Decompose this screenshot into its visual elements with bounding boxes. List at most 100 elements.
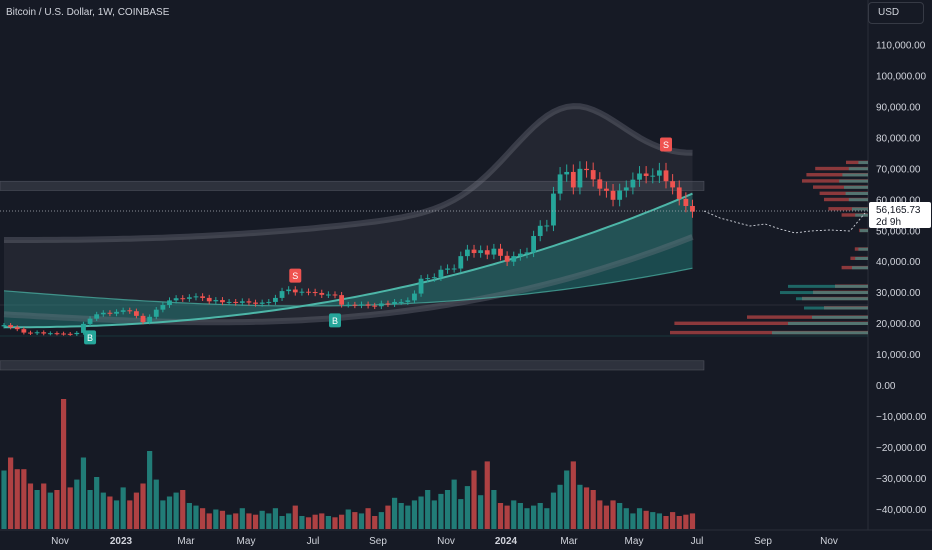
volume-bar — [550, 492, 557, 529]
candle-body — [1, 325, 7, 327]
volume-bar — [200, 508, 206, 529]
candle-body — [239, 301, 245, 303]
volume-bar — [398, 503, 404, 529]
volume-bar — [570, 461, 576, 529]
volume-bar — [537, 503, 543, 529]
volume-bar — [173, 492, 179, 529]
price-tick-label: 40,000.00 — [876, 257, 921, 268]
volume-bar — [636, 508, 643, 529]
volume-bar — [305, 517, 312, 529]
volume-bar — [444, 490, 451, 529]
fast-ma-line — [4, 192, 693, 329]
volume-bar — [153, 479, 159, 529]
candle-body — [206, 297, 212, 302]
zone-lower-zone — [0, 360, 705, 371]
volume-bar — [266, 513, 272, 529]
volume-bar — [610, 500, 616, 529]
candle-body — [531, 236, 536, 253]
volume-bar — [590, 490, 596, 529]
volume-bar — [352, 512, 358, 529]
candle-body — [233, 301, 239, 303]
candle-body — [193, 296, 199, 298]
profile-sell-bar — [813, 185, 868, 189]
volume-bar — [365, 508, 371, 529]
volume-bar — [405, 505, 411, 529]
volume-bar — [286, 513, 292, 529]
profile-sell-bar — [841, 213, 868, 217]
candle-body — [339, 295, 345, 305]
profile-sell-bar — [815, 166, 868, 171]
last-price-countdown: 2d 9h — [876, 217, 901, 228]
currency-selector[interactable]: USD — [868, 2, 924, 24]
candle-body — [676, 187, 682, 199]
candle-body — [670, 181, 676, 188]
profile-buy-bar — [860, 229, 868, 233]
volume-bar — [564, 470, 570, 529]
volume-bar — [451, 479, 457, 529]
candle-body — [220, 300, 225, 303]
volume-bar — [47, 492, 53, 529]
volume-bar — [100, 492, 106, 529]
last-price-box — [869, 202, 931, 228]
candle-body — [213, 300, 219, 302]
candle-body — [458, 256, 464, 269]
candle-body — [385, 303, 391, 305]
profile-buy-bar — [855, 213, 868, 217]
candle-body — [398, 301, 404, 303]
volume-bar — [127, 500, 133, 529]
volume-bar — [1, 470, 7, 529]
candle-body — [511, 256, 517, 262]
volume-bar — [147, 451, 153, 529]
candle-body — [445, 268, 450, 270]
buy-signal-label: B — [332, 316, 338, 326]
volume-bar — [656, 513, 662, 529]
price-tick-label: −10,000.00 — [876, 412, 927, 423]
volume-bar — [689, 513, 696, 529]
candle-body — [656, 170, 662, 176]
profile-buy-bar — [804, 306, 868, 310]
candle-body — [359, 304, 364, 306]
volume-bar — [272, 508, 279, 529]
buy-signal-label: B — [87, 333, 93, 343]
volume-bar — [683, 514, 689, 529]
volume-bar — [557, 484, 563, 529]
time-tick-label: Nov — [51, 536, 69, 547]
candle-body — [47, 333, 53, 335]
candle-body — [147, 316, 153, 323]
candle-body — [279, 291, 285, 298]
volume-bar — [491, 490, 497, 529]
time-tick-label: Sep — [369, 536, 387, 547]
price-tick-label: 70,000.00 — [876, 164, 921, 175]
upper-band — [4, 103, 693, 243]
volume-bar — [107, 496, 113, 529]
volume-bar — [623, 508, 629, 529]
volume-bar — [339, 514, 345, 529]
candle-body — [663, 170, 669, 182]
volume-bar — [663, 516, 669, 529]
candle-body — [412, 293, 417, 301]
profile-sell-bar — [670, 330, 868, 335]
volume-bar — [325, 516, 331, 529]
profile-sell-bar — [802, 179, 868, 183]
candle-body — [484, 250, 490, 255]
volume-bar — [511, 500, 517, 529]
candle-body — [597, 179, 603, 189]
candle-body — [14, 327, 20, 330]
volume-bar — [259, 510, 265, 529]
profile-buy-bar — [780, 291, 868, 295]
candle-body — [107, 312, 113, 314]
candle-body — [81, 323, 86, 333]
candle-body — [604, 188, 609, 191]
price-tick-label: 30,000.00 — [876, 288, 921, 299]
candle-body — [378, 303, 384, 307]
volume-bar — [292, 505, 298, 529]
candle-body — [584, 168, 589, 171]
price-tick-label: −20,000.00 — [876, 443, 927, 454]
candle-body — [266, 301, 272, 303]
candle-body — [87, 318, 93, 324]
price-tick-label: 50,000.00 — [876, 226, 921, 237]
volume-bar — [643, 510, 649, 529]
price-tick-label: −40,000.00 — [876, 505, 927, 516]
